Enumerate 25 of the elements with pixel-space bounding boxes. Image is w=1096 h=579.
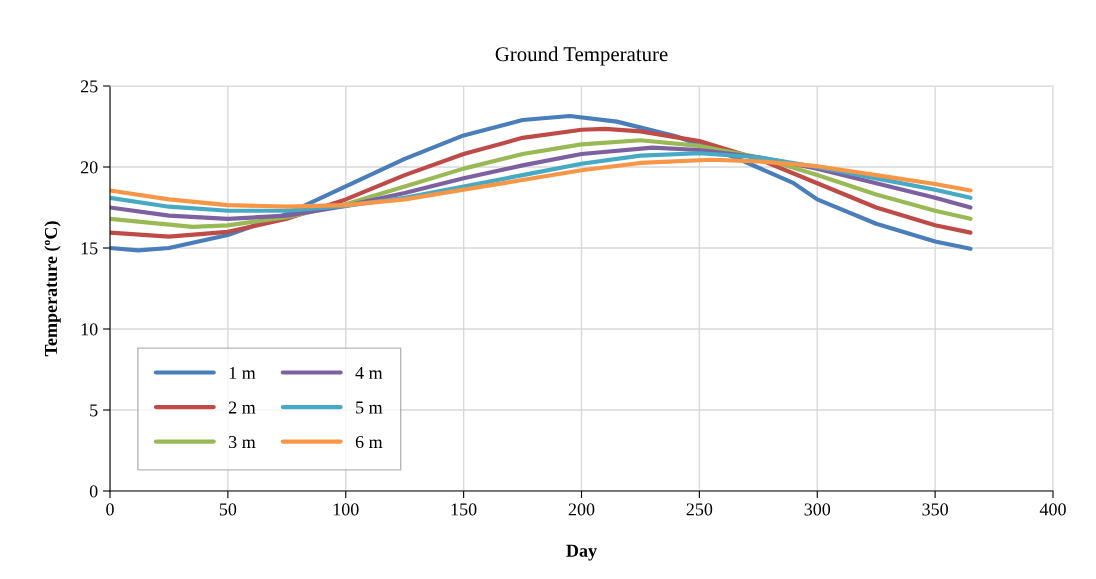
y-tick-label: 5 [90,404,98,417]
x-tick-label: 200 [568,503,595,516]
chart-title: Ground Temperature [495,46,668,66]
x-tick-label: 400 [1039,503,1066,516]
x-axis-title: Day [566,544,597,561]
x-tick-label: 0 [106,503,114,516]
x-tick-label: 150 [451,503,477,516]
y-tick-label: 20 [80,161,98,174]
y-tick-label: 25 [80,80,98,93]
x-tick-label: 350 [922,503,948,516]
y-tick-label: 10 [81,323,98,336]
legend-label: 2 m [228,401,256,414]
y-tick-label: 0 [89,485,98,498]
legend-label: 4 m [355,366,383,379]
legend-label: 3 m [229,435,256,449]
y-tick-label: 15 [81,242,98,255]
x-tick-label: 300 [804,503,831,516]
line-series [110,157,973,209]
x-tick-label: 250 [686,503,713,516]
x-tick-label: 100 [333,503,359,516]
legend-label: 5 m [356,401,383,414]
x-tick-label: 50 [219,503,237,516]
legend-label: 1 m [229,366,256,379]
legend-label: 6 m [355,435,383,449]
y-axis-title: Temperature (ºC) [44,221,61,357]
